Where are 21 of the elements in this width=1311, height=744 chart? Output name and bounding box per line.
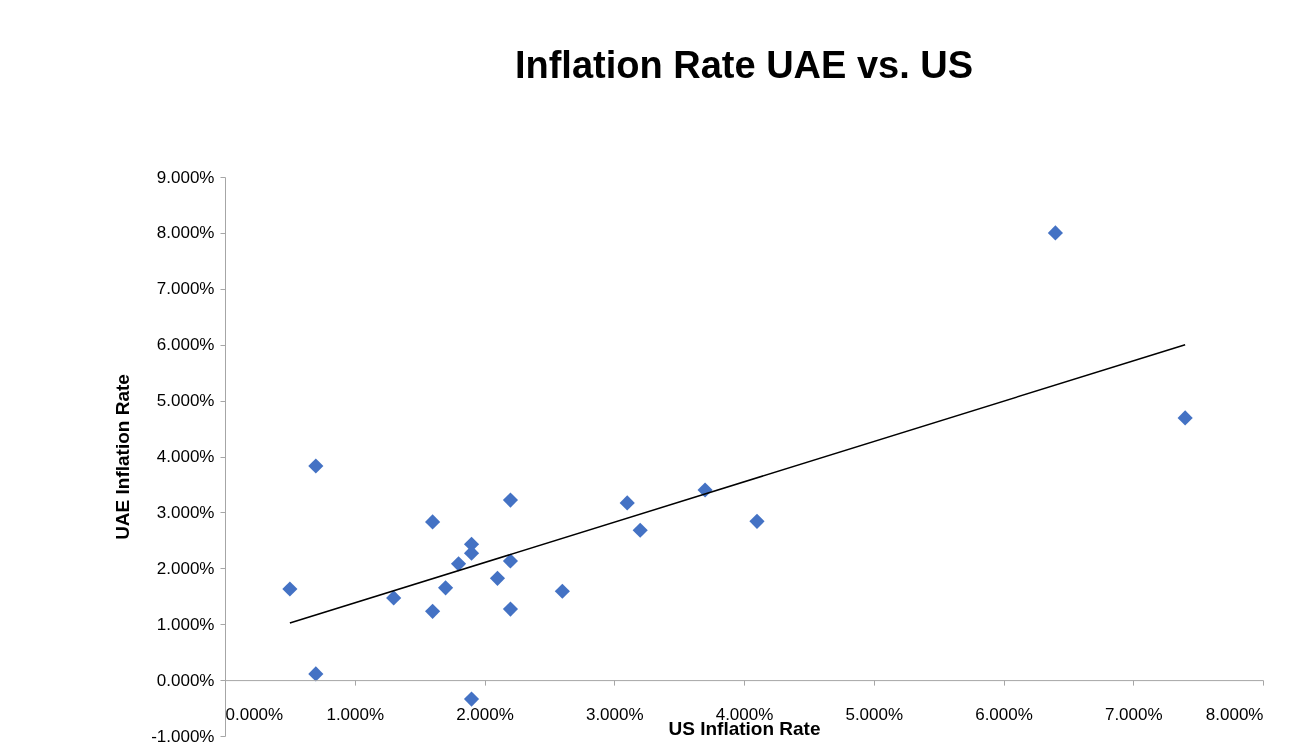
y-tick-label: 3.000%	[156, 502, 215, 522]
x-tick-label: 3.000%	[585, 704, 644, 724]
y-tick-label: 9.000%	[156, 167, 215, 187]
x-tick-label: 8.000%	[1205, 704, 1264, 724]
y-tick-label: 6.000%	[156, 335, 215, 355]
x-tick-label: 5.000%	[845, 704, 904, 724]
y-tick-label: 4.000%	[156, 447, 215, 466]
y-tick-label: 0.000%	[156, 670, 215, 690]
y-axis-title: UAE Inflation Rate	[112, 374, 134, 540]
x-tick-label: 6.000%	[975, 704, 1033, 724]
chart-title: Inflation Rate UAE vs. US	[514, 44, 974, 86]
x-tick-label: 0.000%	[225, 704, 284, 724]
y-tick-label: 1.000%	[156, 614, 215, 634]
y-tick-label: -1.000%	[151, 726, 215, 744]
y-tick-label: 5.000%	[156, 391, 215, 411]
y-tick-label: 8.000%	[156, 223, 215, 243]
x-tick-label: 7.000%	[1104, 704, 1163, 724]
x-tick-label: 1.000%	[326, 704, 385, 724]
x-tick-label: 2.000%	[456, 704, 514, 724]
y-tick-label: 2.000%	[156, 558, 215, 578]
y-tick-label: 7.000%	[156, 279, 215, 299]
